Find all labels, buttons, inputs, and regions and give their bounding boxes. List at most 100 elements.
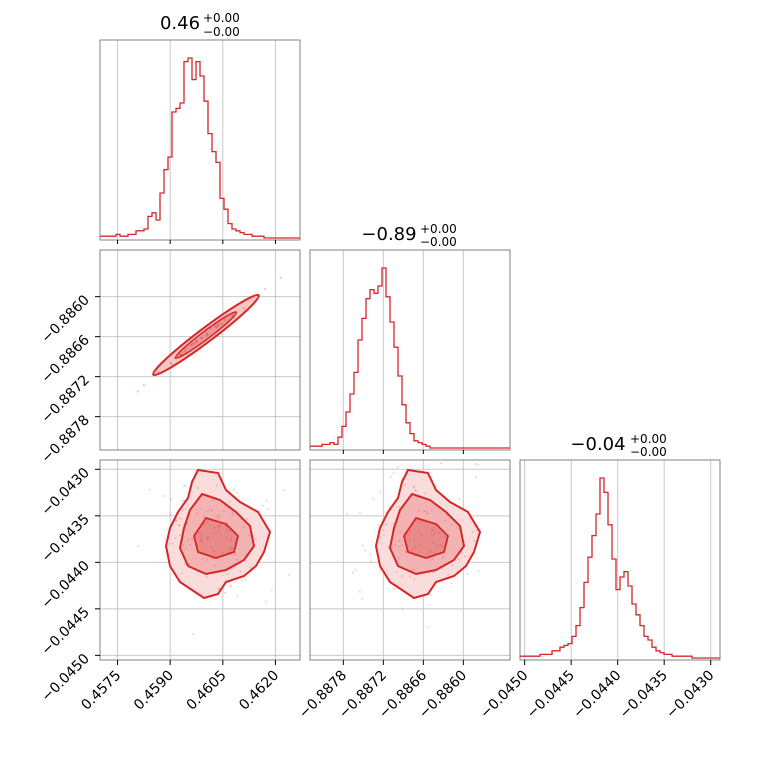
- sample-point: [458, 558, 461, 561]
- sample-point: [466, 572, 469, 575]
- sample-point: [218, 524, 220, 527]
- sample-point: [413, 486, 416, 489]
- sample-point: [179, 517, 182, 520]
- sample-point: [431, 557, 434, 560]
- sample-point: [207, 536, 209, 539]
- sample-point: [413, 520, 416, 523]
- x-tick-label: −0.0440: [570, 668, 624, 722]
- sample-point: [215, 484, 218, 487]
- sample-point: [444, 519, 447, 522]
- sample-point: [430, 509, 433, 512]
- sample-point: [262, 504, 265, 507]
- sample-point: [413, 578, 416, 581]
- sample-point: [232, 489, 235, 491]
- sample-point: [414, 545, 417, 548]
- sample-point: [392, 472, 395, 475]
- sample-point: [460, 552, 463, 555]
- sample-point: [175, 519, 178, 522]
- sample-point: [148, 488, 151, 491]
- sample-point: [228, 546, 231, 548]
- sample-point: [361, 597, 364, 600]
- sample-point: [445, 540, 448, 543]
- sample-point: [425, 510, 428, 513]
- sample-point: [189, 543, 191, 546]
- sample-point: [401, 607, 404, 610]
- sample-point: [426, 512, 429, 515]
- sample-point: [429, 550, 432, 553]
- sample-point: [395, 571, 398, 574]
- sample-point: [136, 390, 140, 393]
- x-tick-label: −0.0450: [477, 668, 531, 722]
- sample-point: [433, 543, 436, 546]
- sample-point: [420, 534, 423, 536]
- sample-point: [228, 530, 231, 533]
- sample-point: [230, 540, 233, 543]
- sample-point: [417, 531, 420, 534]
- sample-point: [458, 498, 461, 500]
- sample-point: [218, 526, 220, 529]
- sample-point: [231, 511, 234, 514]
- title-param-2: −0.04: [570, 434, 625, 455]
- sample-point: [179, 353, 182, 357]
- sample-point: [362, 544, 364, 547]
- histogram-param-1: [310, 267, 510, 449]
- sample-point: [409, 575, 411, 578]
- sample-point: [184, 347, 188, 350]
- sample-point: [179, 524, 181, 527]
- sample-point: [206, 521, 209, 524]
- sample-point: [230, 547, 233, 550]
- sample-point: [255, 538, 258, 541]
- sample-point: [242, 307, 246, 310]
- sample-point: [382, 529, 385, 532]
- sample-point: [401, 575, 403, 578]
- sample-point: [179, 353, 182, 356]
- sample-point: [424, 492, 426, 495]
- sample-point: [192, 633, 195, 636]
- panel-hist-2: [520, 460, 720, 660]
- sample-point: [392, 588, 395, 590]
- sample-point: [385, 523, 388, 526]
- sample-point: [231, 514, 234, 517]
- sample-point: [223, 318, 227, 322]
- sample-point: [394, 543, 397, 546]
- sample-point: [205, 334, 208, 337]
- sample-point: [235, 558, 238, 561]
- sample-point: [214, 564, 217, 567]
- contour-inner: [403, 516, 449, 559]
- sample-point: [199, 531, 201, 534]
- sample-point: [213, 527, 216, 530]
- sample-point: [251, 535, 254, 538]
- sample-point: [221, 574, 224, 577]
- sample-point: [451, 564, 454, 567]
- sample-point: [225, 521, 228, 524]
- sample-point: [382, 533, 385, 536]
- sample-point: [279, 276, 283, 279]
- sample-point: [242, 526, 245, 528]
- sample-point: [206, 558, 209, 561]
- sample-point: [209, 327, 212, 330]
- sample-point: [456, 526, 459, 529]
- x-tick-label: 0.4605: [184, 668, 230, 714]
- sample-point: [223, 510, 226, 513]
- title-param-1-sup: +0.00: [420, 222, 457, 236]
- sample-point: [397, 546, 400, 549]
- sample-point: [245, 554, 248, 557]
- sample-point: [168, 542, 170, 545]
- sample-point: [264, 287, 267, 291]
- sample-point: [381, 542, 384, 545]
- sample-point: [396, 466, 399, 468]
- sample-point: [181, 508, 184, 511]
- sample-point: [229, 585, 232, 588]
- sample-point: [232, 316, 235, 319]
- sample-point: [399, 531, 402, 534]
- sample-point: [427, 626, 430, 629]
- x-tick-label: 0.4575: [78, 668, 124, 714]
- sample-point: [474, 462, 477, 465]
- sample-point: [418, 510, 421, 513]
- sample-point: [393, 525, 396, 528]
- sample-point: [431, 541, 434, 544]
- sample-point: [182, 543, 185, 546]
- sample-point: [220, 322, 224, 326]
- sample-point: [226, 573, 229, 576]
- title-param-2-sup: +0.00: [630, 432, 667, 446]
